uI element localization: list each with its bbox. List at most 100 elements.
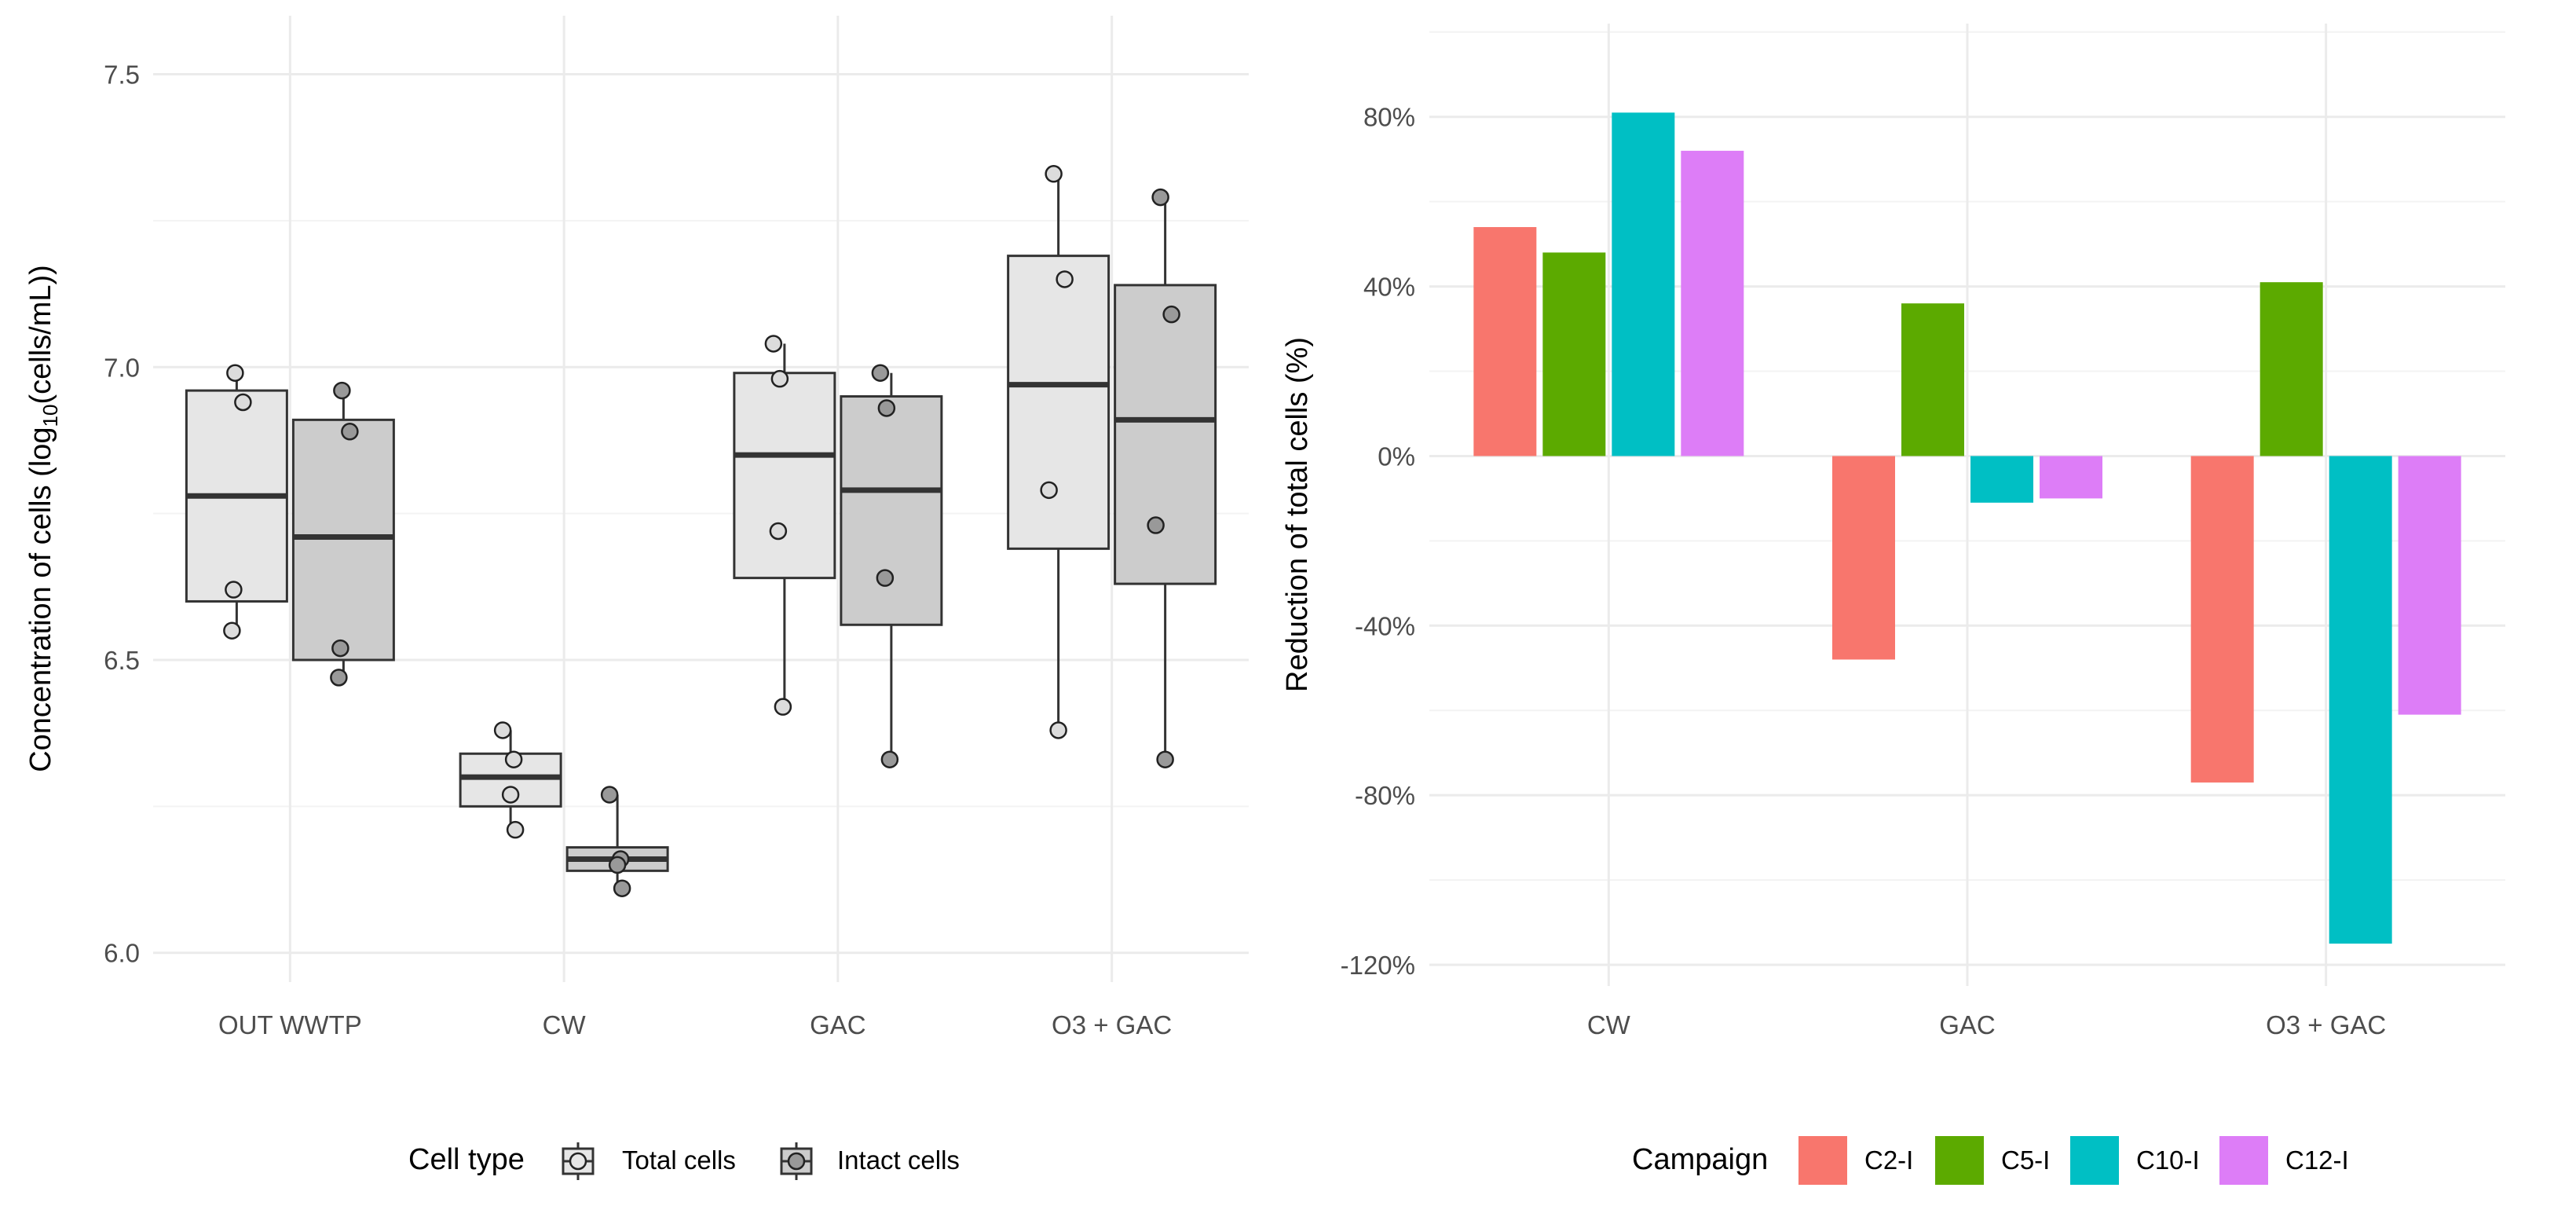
data-point	[330, 669, 348, 687]
y-tick-label: 7.5	[104, 60, 140, 90]
y-tick-label: 6.5	[104, 646, 140, 675]
legend-label-c2-i: C2-I	[1864, 1146, 1913, 1175]
legend-key-c10-i	[2070, 1136, 2119, 1185]
data-point	[769, 522, 788, 541]
bar-c5-i-gac	[1901, 303, 1964, 456]
data-point	[226, 364, 244, 382]
bar-c2-i-gac	[1832, 456, 1895, 660]
bar-c10-i-o3-gac	[2329, 456, 2392, 944]
boxplot-x-tick-labels: OUT WWTP CW GAC O3 + GAC	[218, 1010, 1172, 1039]
boxplot-marks	[185, 165, 1217, 897]
box-intact-cells-gac	[840, 364, 943, 768]
data-point	[504, 750, 523, 768]
data-point	[1147, 516, 1165, 534]
campaign-legend: Campaign C2-I C5-I C10-I C12-I	[1632, 1136, 2349, 1185]
x-tick-label: CW	[543, 1010, 587, 1039]
data-point	[871, 364, 890, 382]
boxplot-panel: 6.0 6.5 7.0 7.5 OUT WWTP CW GAC O3 + GAC Conce…	[24, 16, 1249, 1180]
legend-key-c2-i	[1798, 1136, 1847, 1185]
data-point	[877, 399, 896, 417]
data-point	[1040, 481, 1058, 500]
data-point	[1056, 270, 1074, 288]
bar-c2-i-cw	[1473, 227, 1537, 456]
bar-gridlines	[1429, 24, 2505, 986]
legend-key-intact-cells	[780, 1142, 813, 1180]
legend-key-c12-i	[2219, 1136, 2268, 1185]
data-point	[331, 639, 349, 658]
x-tick-label: CW	[1587, 1010, 1631, 1039]
bar-c2-i-o3-gac	[2190, 456, 2254, 783]
bar-x-tick-labels: CW GAC O3 + GAC	[1587, 1010, 2386, 1039]
data-point	[774, 698, 792, 716]
data-point	[1151, 188, 1169, 207]
legend-label-c5-i: C5-I	[2001, 1146, 2050, 1175]
legend-label-c10-i: C10-I	[2136, 1146, 2200, 1175]
box-intact-cells-cw	[565, 786, 669, 897]
box-iqr	[840, 395, 943, 626]
legend-key-c5-i	[1935, 1136, 1984, 1185]
data-point	[493, 721, 512, 739]
data-point	[225, 581, 243, 599]
data-point	[764, 335, 783, 353]
data-point	[341, 423, 359, 441]
y-tick-label: -80%	[1355, 781, 1415, 810]
bar-panel: 80% 40% 0% -40% -80% -120% CW GAC O3 + GAC Redu…	[1281, 24, 2505, 1185]
bar-c12-i-o3-gac	[2398, 456, 2461, 715]
bar-y-tick-labels: 80% 40% 0% -40% -80% -120%	[1341, 103, 1415, 980]
y-tick-label: 7.0	[104, 353, 140, 382]
bar-marks	[1473, 112, 2461, 944]
box-total-cells-o3-gac	[1007, 165, 1111, 739]
y-tick-label: 0%	[1378, 442, 1415, 471]
bar-c5-i-cw	[1542, 252, 1606, 456]
legend-key-total-cells	[562, 1142, 595, 1180]
boxplot-y-tick-labels: 6.0 6.5 7.0 7.5	[104, 60, 140, 968]
legend-label-total-cells: Total cells	[622, 1146, 736, 1175]
y-tick-label: 40%	[1363, 273, 1415, 302]
legend-label-intact-cells: Intact cells	[837, 1146, 960, 1175]
box-total-cells-cw	[459, 721, 562, 839]
data-point	[1162, 305, 1180, 324]
bar-c5-i-o3-gac	[2259, 282, 2323, 456]
x-tick-label: O3 + GAC	[1052, 1010, 1172, 1039]
y-tick-label: 80%	[1363, 103, 1415, 132]
bar-y-axis-title: Reduction of total cells (%)	[1281, 337, 1314, 692]
box-iqr	[291, 418, 395, 662]
campaign-legend-title: Campaign	[1632, 1143, 1768, 1176]
bar-c12-i-gac	[2040, 456, 2102, 499]
x-tick-label: O3 + GAC	[2266, 1010, 2386, 1039]
box-iqr	[1114, 284, 1217, 585]
x-tick-label: OUT WWTP	[218, 1010, 362, 1039]
box-iqr	[733, 372, 836, 580]
cell-type-legend-title: Cell type	[408, 1143, 525, 1176]
box-intact-cells-o3-gac	[1114, 188, 1217, 768]
data-point	[333, 381, 351, 400]
box-total-cells-out-wwtp	[185, 364, 288, 640]
y-tick-label: -120%	[1341, 951, 1415, 980]
box-iqr	[1007, 255, 1111, 550]
data-point	[770, 369, 789, 388]
y-tick-label: 6.0	[104, 939, 140, 968]
data-point	[234, 393, 252, 412]
data-point	[600, 786, 619, 804]
data-point	[608, 856, 627, 874]
bar-c10-i-gac	[1970, 456, 2033, 503]
y-axis-subscript: 10	[38, 405, 62, 427]
boxplot-gridlines	[153, 16, 1249, 982]
data-point	[880, 750, 899, 768]
data-point	[506, 820, 525, 839]
data-point	[876, 569, 895, 587]
x-tick-label: GAC	[1939, 1010, 1996, 1039]
cell-type-legend: Cell type Total cells Intact cells	[408, 1142, 960, 1180]
data-point	[501, 786, 520, 804]
x-tick-label: GAC	[810, 1010, 866, 1039]
data-point	[223, 621, 241, 640]
y-tick-label: -40%	[1355, 611, 1415, 640]
data-point	[1045, 165, 1063, 183]
bar-c10-i-cw	[1612, 112, 1675, 456]
box-total-cells-gac	[733, 335, 836, 716]
data-point	[1156, 750, 1174, 768]
box-intact-cells-out-wwtp	[291, 381, 395, 687]
data-point	[1049, 721, 1067, 739]
legend-label-c12-i: C12-I	[2285, 1146, 2349, 1175]
